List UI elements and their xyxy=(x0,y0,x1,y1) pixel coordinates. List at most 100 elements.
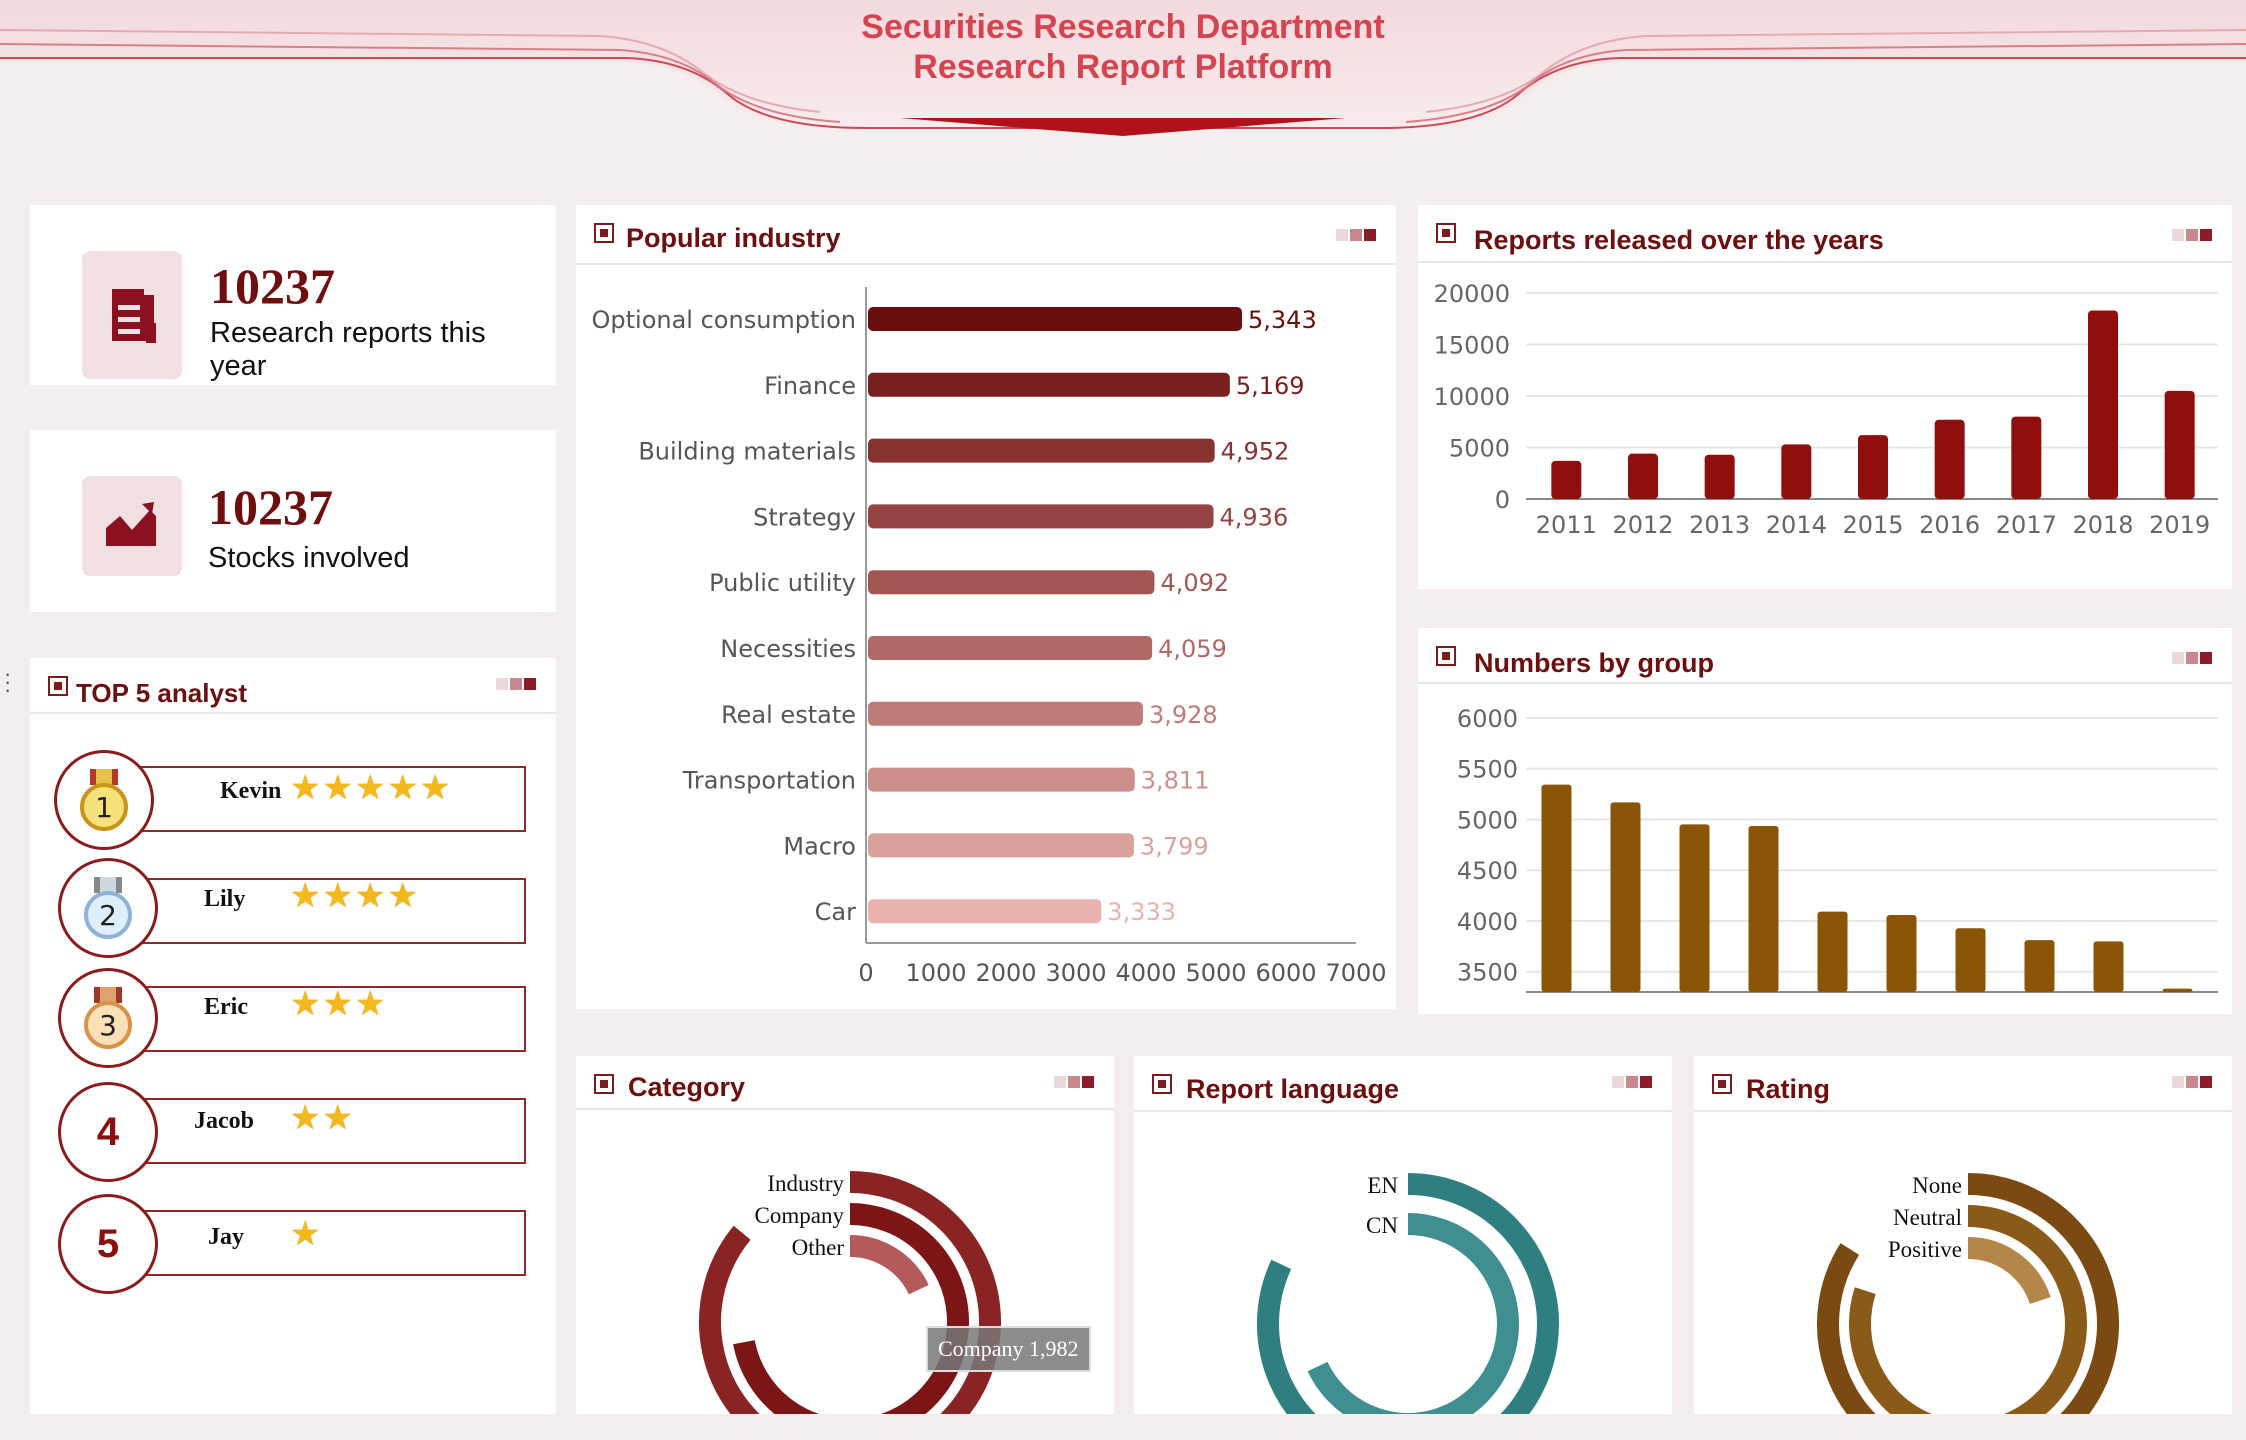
panel-icon xyxy=(48,676,68,696)
panel-menu-icon[interactable] xyxy=(1054,1076,1094,1088)
category-label: Optional consumption xyxy=(592,306,857,334)
radial-bar xyxy=(1849,1205,2087,1414)
bar xyxy=(1679,824,1710,992)
panel-icon xyxy=(1712,1074,1732,1094)
bar xyxy=(1748,825,1779,992)
drag-handle-icon[interactable]: · · · xyxy=(4,661,12,702)
y-tick-label: 10000 xyxy=(1434,383,1510,411)
bar xyxy=(1610,802,1641,992)
radial-bar xyxy=(699,1171,1001,1414)
x-tick-label: 2019 xyxy=(2149,511,2210,539)
panel-icon xyxy=(1436,646,1456,666)
data-label: 3,799 xyxy=(1140,832,1209,860)
rank-number: 5 xyxy=(96,1221,120,1266)
analyst-row[interactable]: 1 Kevin ★★★★★ xyxy=(54,750,554,850)
series-label: Company xyxy=(755,1203,845,1228)
x-tick-label: 2017 xyxy=(1996,511,2057,539)
analyst-card xyxy=(140,1098,526,1164)
panel-title: Category xyxy=(628,1072,746,1102)
rank-badge: 4 xyxy=(58,1082,158,1182)
bar xyxy=(1886,914,1917,992)
x-tick-label: 2015 xyxy=(1842,511,1903,539)
analyst-card xyxy=(140,878,526,944)
category-label: Car xyxy=(815,898,856,926)
x-tick-label: 2013 xyxy=(1689,511,1750,539)
bar xyxy=(868,504,1214,529)
analyst-row[interactable]: 4 Jacob ★★ xyxy=(58,1082,558,1182)
category-label: Strategy xyxy=(753,503,856,531)
panel-header: Report language xyxy=(1134,1056,1672,1112)
top-analyst-panel: TOP 5 analyst 1 Kevin ★★★★★ 2 Lily ★★★★ … xyxy=(30,658,556,1414)
reports-over-years-panel: Reports released over the years 0 5000 100… xyxy=(1418,205,2232,589)
y-tick-label: 4000 xyxy=(1457,908,1518,936)
bar xyxy=(1858,435,1888,499)
panel-header: Rating xyxy=(1694,1056,2232,1112)
panel-menu-icon[interactable] xyxy=(1336,229,1376,241)
x-tick-label: 2018 xyxy=(2072,511,2133,539)
category-label: Transportation xyxy=(682,767,856,795)
series-label: Other xyxy=(792,1235,845,1260)
x-tick-label: 1000 xyxy=(905,959,966,987)
bar xyxy=(868,833,1134,858)
x-tick-label: 3000 xyxy=(1045,959,1106,987)
analyst-name: Jay xyxy=(208,1224,244,1250)
kpi-icon-bg xyxy=(82,476,182,576)
category-label: Necessities xyxy=(720,635,856,663)
y-tick-label: 20000 xyxy=(1434,280,1510,308)
panel-menu-icon[interactable] xyxy=(2172,229,2212,241)
header-banner: Securities Research Department Research … xyxy=(0,0,2246,150)
panel-menu-icon[interactable] xyxy=(496,678,536,690)
analyst-row[interactable]: 5 Jay ★ xyxy=(58,1194,558,1294)
numbers-by-group-chart: 3500 4000 4500 5000 5500 6000 xyxy=(1457,705,2218,993)
radial-bar xyxy=(733,1203,969,1414)
data-label: 4,059 xyxy=(1158,635,1227,663)
x-tick-label: 7000 xyxy=(1325,959,1386,987)
bar xyxy=(2164,390,2195,499)
bronze-medal-icon: 3 xyxy=(58,968,158,1068)
radial-bar xyxy=(1817,1173,2119,1414)
bar xyxy=(1781,444,1812,499)
bar xyxy=(1955,928,1986,992)
analyst-name: Eric xyxy=(204,994,248,1020)
popular-industry-chart: Optional consumption 5,343 Finance 5,169 Bui… xyxy=(592,287,1387,987)
panel-icon xyxy=(594,1074,614,1094)
y-tick-label: 4500 xyxy=(1457,857,1518,885)
series-label: None xyxy=(1912,1173,1962,1198)
category-label: Finance xyxy=(764,372,856,400)
panel-title: TOP 5 analyst xyxy=(76,678,248,708)
category-label: Macro xyxy=(783,832,856,860)
panel-title: Reports released over the years xyxy=(1474,225,1884,255)
rating-stars: ★★ xyxy=(290,1099,355,1137)
panel-menu-icon[interactable] xyxy=(2172,652,2212,664)
panel-title: Rating xyxy=(1746,1074,1830,1104)
analyst-row[interactable]: 3 Eric ★★★ xyxy=(58,968,558,1068)
trend-chart-icon xyxy=(102,502,156,546)
bar xyxy=(1541,784,1572,992)
radial-bar xyxy=(849,1235,929,1295)
y-tick-label: 5000 xyxy=(1449,435,1510,463)
analyst-row[interactable]: 2 Lily ★★★★ xyxy=(58,858,558,958)
rank-number: 4 xyxy=(96,1109,120,1154)
bar xyxy=(2093,941,2124,992)
radial-bar xyxy=(1257,1173,1559,1414)
numbers-by-group-panel: Numbers by group 3500 4000 4500 5000 5500 600… xyxy=(1418,628,2232,1014)
data-label: 4,952 xyxy=(1221,438,1290,466)
series-label: EN xyxy=(1367,1173,1398,1198)
x-tick-label: 5000 xyxy=(1185,959,1246,987)
x-tick-label: 6000 xyxy=(1255,959,1316,987)
category-label: Real estate xyxy=(721,701,856,729)
panel-menu-icon[interactable] xyxy=(1612,1076,1652,1088)
panel-header: Reports released over the years xyxy=(1418,205,2232,263)
panel-icon xyxy=(594,223,614,243)
panel-menu-icon[interactable] xyxy=(2172,1076,2212,1088)
reports-over-years-chart: 0 5000 10000 15000 20000 2011 2012 2013 2014 2015… xyxy=(1434,280,2218,539)
data-label: 5,343 xyxy=(1248,306,1317,334)
bar xyxy=(868,701,1143,726)
y-tick-label: 6000 xyxy=(1457,705,1518,733)
kpi-value: 10237 xyxy=(208,479,333,535)
y-tick-label: 3500 xyxy=(1457,959,1518,987)
analyst-name: Lily xyxy=(204,886,246,912)
panel-header: Popular industry xyxy=(576,205,1396,265)
chart-tooltip: Company 1,982 xyxy=(926,1326,1091,1372)
report-language-panel: Report language EN CN xyxy=(1134,1056,1672,1414)
